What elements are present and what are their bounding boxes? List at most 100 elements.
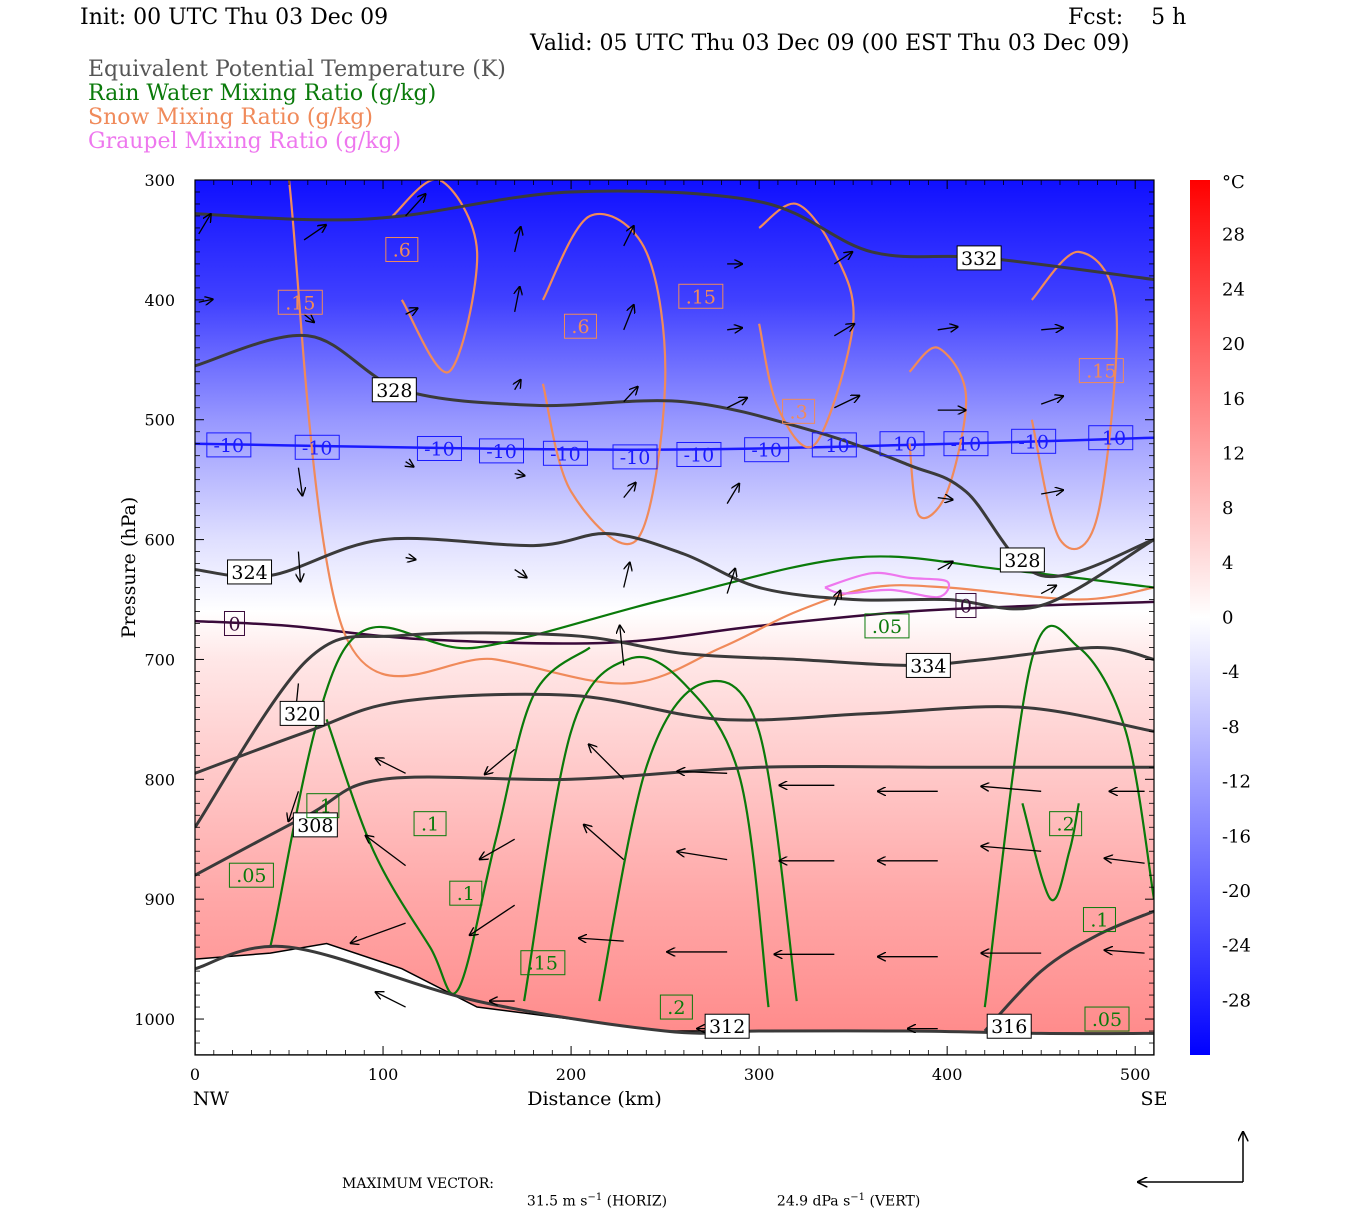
contour-label-24: .05 <box>872 616 902 638</box>
horiz-tag: (HORIZ) <box>606 1193 668 1210</box>
wind-vector-20 <box>937 498 953 500</box>
wind-vector-46 <box>589 744 625 780</box>
wind-vector-17 <box>834 396 859 409</box>
contour-label-box-19 <box>943 431 989 457</box>
contour-label-box-12 <box>479 438 525 464</box>
contour-label-1: 328 <box>376 380 412 402</box>
snow-contour-4 <box>908 346 968 520</box>
contour-label-box-17 <box>811 432 857 458</box>
colorbar-label-1: 24 <box>1222 279 1245 300</box>
wind-vector-59 <box>981 846 1042 852</box>
colorbar-label-6: 4 <box>1222 553 1233 574</box>
contour-label-30: .2 <box>667 997 685 1019</box>
contour-label-box-4 <box>905 652 951 678</box>
wind-vector-40 <box>366 836 406 867</box>
wind-vector-67 <box>376 992 406 1008</box>
snow-contour-1 <box>391 180 479 374</box>
contour-label-box-22 <box>223 610 245 636</box>
contour-label-box-6 <box>292 812 338 838</box>
wind-vector-31 <box>623 563 630 588</box>
max-vector-label: MAXIMUM VECTOR: <box>342 1176 494 1192</box>
contour-label-box-32 <box>1082 907 1116 933</box>
wind-vector-25 <box>298 551 300 582</box>
contour-label-38: .3 <box>790 401 808 423</box>
contour-label-4: 334 <box>910 655 946 677</box>
contour-label-7: 312 <box>709 1016 745 1038</box>
vert-tag: (VERT) <box>869 1193 921 1210</box>
wind-vector-11 <box>623 387 638 403</box>
max-vector-horiz: 31.5 m s−1 (HORIZ) <box>518 1176 667 1210</box>
colorbar-label-9: -8 <box>1222 717 1240 738</box>
vert-exponent: −1 <box>850 1192 866 1203</box>
wind-vector-41 <box>351 922 406 943</box>
wind-vector-7 <box>515 287 520 312</box>
contour-label-box-34 <box>277 289 323 315</box>
contour-label-9: -10 <box>214 435 245 457</box>
wind-vector-1 <box>198 299 213 302</box>
wind-vector-48 <box>579 938 624 941</box>
wind-vector-3 <box>303 314 314 322</box>
contour-label-27: .05 <box>236 865 266 887</box>
contour-label-2: 328 <box>1004 550 1040 572</box>
wind-vector-4 <box>405 194 426 217</box>
y-axis-title: Pressure (hPa) <box>118 497 140 639</box>
x-axis-title: Distance (km) <box>527 1088 662 1110</box>
contour-label-35: .6 <box>393 240 411 262</box>
colorbar-label-3: 16 <box>1222 389 1245 410</box>
wind-vector-13 <box>727 328 742 330</box>
contour-label-box-31 <box>1049 811 1083 837</box>
wind-vector-39 <box>376 758 406 774</box>
x-end-label-se: SE <box>1141 1088 1168 1110</box>
wind-vector-26 <box>406 462 414 467</box>
contour-label-36: .6 <box>571 316 589 338</box>
contour-label-15: -10 <box>684 444 715 466</box>
contour-label-21: -10 <box>1095 428 1126 450</box>
colorbar-label-10: -12 <box>1222 772 1251 793</box>
contour-label-14: -10 <box>620 447 651 469</box>
rain-contour-0 <box>269 555 1154 948</box>
snow-contour-0 <box>287 180 1154 685</box>
contour-label-29: .15 <box>528 953 558 975</box>
wind-vector-42 <box>485 748 516 774</box>
contour-label-box-9 <box>206 432 252 458</box>
valid-time: Valid: 05 UTC Thu 03 Dec 09 (00 EST Thu … <box>530 31 1130 56</box>
wind-vector-63 <box>1105 950 1145 953</box>
contour-label-0: 332 <box>961 248 997 270</box>
y-tick-label-5: 800 <box>144 770 175 789</box>
wind-vector-8 <box>515 380 521 391</box>
snow-contour-5 <box>1030 250 1118 551</box>
contour-label-19: -10 <box>951 434 982 456</box>
wind-vector-24 <box>298 467 302 496</box>
wind-vector-45 <box>620 625 624 666</box>
contour-label-box-18 <box>879 431 925 457</box>
contour-label-28: .1 <box>457 883 475 905</box>
wind-vector-27 <box>405 558 416 560</box>
contour-label-5: 320 <box>284 703 320 725</box>
contour-label-32: .1 <box>1090 910 1108 932</box>
wind-vector-47 <box>584 825 625 861</box>
contour-label-13: -10 <box>550 443 581 465</box>
wind-vector-14 <box>726 398 747 409</box>
colorbar-label-11: -16 <box>1222 826 1251 847</box>
wind-vector-28 <box>514 474 525 476</box>
wind-vector-22 <box>1040 396 1063 405</box>
snow-contour-3 <box>758 202 855 449</box>
theta-e-contour-4 <box>195 692 1154 775</box>
contour-label-26: .1 <box>421 814 439 836</box>
contour-label-6: 308 <box>297 815 333 837</box>
contour-label-box-24 <box>864 613 910 639</box>
x-tick-label-3: 300 <box>744 1065 775 1084</box>
wind-vector-36 <box>1040 586 1056 595</box>
wind-vector-30 <box>623 483 636 499</box>
contour-label-31: .2 <box>1057 814 1075 836</box>
contour-label-22: 0 <box>228 613 240 635</box>
contour-label-box-27 <box>228 862 274 888</box>
colorbar: °C 28 24 20 16 12 8 4 0 -4 -8 -12 -16 -20 -24 -28 <box>1190 172 1251 1055</box>
wind-vector-18 <box>937 327 958 330</box>
legend-snow: Snow Mixing Ratio (g/kg) <box>88 105 373 130</box>
isotherm-1 <box>195 600 1154 645</box>
contour-label-17: -10 <box>819 435 850 457</box>
rain-contour-3 <box>598 679 798 1002</box>
contour-label-box-0 <box>956 245 1002 271</box>
wind-vector-0 <box>198 214 211 235</box>
